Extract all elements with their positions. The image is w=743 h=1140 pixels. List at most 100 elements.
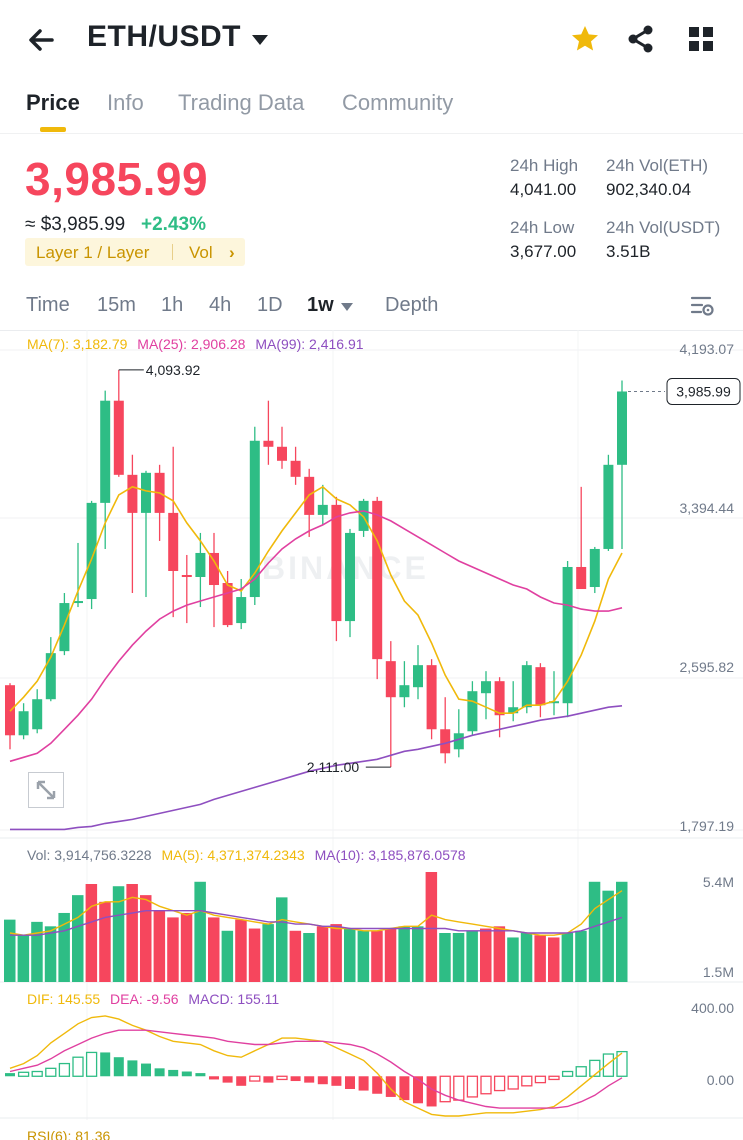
macd-histogram-bar (154, 1068, 165, 1077)
volume-bar (452, 933, 465, 982)
volume-bar (126, 884, 138, 982)
macd-axis-top: 400.00 (691, 1000, 734, 1016)
stat-low-label: 24h Low (510, 218, 575, 237)
category-tag[interactable]: Layer 1 / Layer Vol › (25, 238, 245, 266)
expand-icon (36, 780, 56, 800)
interval-1w[interactable]: 1w (307, 294, 334, 316)
grid-icon[interactable] (686, 24, 716, 54)
interval-depth[interactable]: Depth (385, 294, 439, 316)
volume-bar (575, 930, 587, 982)
high-annotation-label: 4,093.92 (146, 362, 201, 378)
volume-bar (112, 886, 125, 982)
interval-caret-icon[interactable] (340, 302, 354, 312)
macd-histogram-bar (100, 1052, 111, 1077)
candle-body (18, 711, 29, 736)
tab-price[interactable]: Price (26, 90, 80, 115)
candle-body (508, 707, 519, 714)
macd-histogram-bar (413, 1076, 423, 1104)
candle-body (45, 653, 56, 700)
volume-bar (208, 917, 220, 982)
interval-bar: Time 15m 1h 4h 1D 1w Depth (0, 290, 743, 324)
macd-histogram-bar (493, 1075, 506, 1092)
volume-bar (412, 926, 424, 982)
macd-histogram-bar (453, 1075, 465, 1101)
interval-15m[interactable]: 15m (97, 294, 136, 316)
candle-body (453, 733, 464, 750)
macd-histogram-bar (45, 1067, 57, 1077)
volume-bar (507, 937, 519, 982)
tab-trading-data[interactable]: Trading Data (178, 90, 305, 115)
ma7-legend: MA(7): 3,182.79 (27, 336, 128, 352)
last-price: 3,985.99 (25, 153, 209, 205)
macd-histogram-bar (345, 1076, 355, 1089)
expand-chart-button[interactable] (28, 772, 64, 808)
volume-bar (140, 895, 152, 982)
candle-body (100, 400, 111, 503)
candle-body (263, 440, 274, 447)
ma7-line (9, 485, 623, 715)
tab-info[interactable]: Info (107, 90, 144, 115)
volume-bar (85, 884, 98, 982)
volume-axis-top: 5.4M (702, 874, 734, 890)
share-icon[interactable] (626, 24, 656, 54)
change-percent: +2.43% (141, 214, 206, 235)
candle-body (141, 472, 151, 513)
vol-legend: Vol: 3,914,756.3228 (27, 847, 152, 863)
macd-histogram-bar (85, 1051, 98, 1077)
volume-bar (548, 937, 560, 982)
volume-bar (588, 881, 601, 982)
macd-histogram-bar (236, 1076, 247, 1086)
volume-bar (44, 926, 57, 982)
macd-histogram-bar (426, 1076, 437, 1107)
category-tag-label: Layer 1 / Layer (36, 243, 150, 262)
interval-1h[interactable]: 1h (161, 294, 184, 316)
volume-bar (4, 919, 16, 982)
top-bar: ETH/USDT (0, 0, 743, 78)
volume-bar (534, 935, 546, 982)
candle-body (290, 460, 301, 477)
macd-histogram-bar (616, 1050, 628, 1077)
pair-title[interactable]: ETH/USDT (87, 20, 241, 53)
ma99-legend: MA(99): 2,416.91 (255, 336, 364, 352)
interval-4h[interactable]: 4h (209, 294, 232, 316)
candle-body (222, 583, 233, 626)
interval-1d[interactable]: 1D (257, 294, 283, 316)
volume-bar (248, 928, 261, 982)
chart-top-divider (0, 330, 743, 331)
interval-time[interactable]: Time (26, 294, 70, 316)
volume-bar (602, 890, 614, 982)
volume-bar (262, 924, 274, 982)
macd-histogram-bar (222, 1076, 233, 1083)
macd-histogram-bar (168, 1069, 179, 1077)
volume-bar (425, 872, 438, 982)
macd-histogram-bar (58, 1062, 71, 1077)
volume-bar (316, 926, 329, 982)
macd-histogram-bar (127, 1060, 138, 1077)
candle-body (562, 566, 573, 704)
kline-chart[interactable]: 4,093.92 2,111.00 3,985.99 (0, 330, 743, 1140)
volume-bar (289, 930, 302, 982)
macd-histogram-bar (399, 1076, 410, 1101)
last-price-box (666, 377, 741, 405)
caret-down-icon[interactable] (250, 30, 270, 50)
volume-bar (384, 928, 397, 982)
candle-body (521, 665, 532, 708)
volume-bar (17, 935, 30, 982)
stat-high-label: 24h High (510, 156, 579, 175)
vol-ma5-legend: MA(5): 4,371,374.2343 (161, 847, 305, 863)
star-icon[interactable] (570, 24, 600, 54)
tag-vol-label: Vol (189, 243, 213, 262)
volume-bar (31, 921, 43, 982)
candle-body (385, 661, 396, 698)
macd-histogram-bar (249, 1075, 261, 1082)
macd-histogram-bar (466, 1075, 479, 1098)
price-axis-bottom: 1,797.19 (679, 818, 735, 834)
volume-bar (520, 933, 533, 982)
chart-settings-icon[interactable] (689, 293, 715, 319)
volume-legend: Vol: 3,914,756.3228 MA(5): 4,371,374.234… (27, 847, 466, 863)
ma-legend: MA(7): 3,182.79 MA(25): 2,906.28 MA(99):… (27, 336, 370, 352)
tag-divider (172, 244, 173, 260)
tab-community[interactable]: Community (342, 90, 454, 115)
back-arrow-icon[interactable] (22, 20, 62, 60)
dea-legend: DEA: -9.56 (110, 991, 179, 1007)
